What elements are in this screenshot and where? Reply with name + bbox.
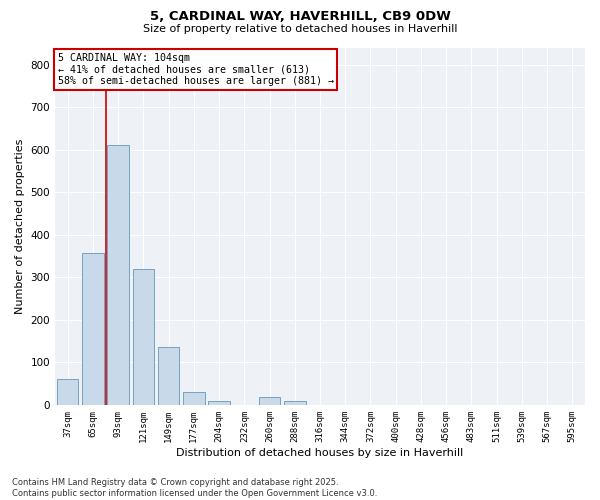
Text: Size of property relative to detached houses in Haverhill: Size of property relative to detached ho… xyxy=(143,24,457,34)
Bar xyxy=(158,348,179,405)
Bar xyxy=(82,252,104,405)
Text: 5 CARDINAL WAY: 104sqm
← 41% of detached houses are smaller (613)
58% of semi-de: 5 CARDINAL WAY: 104sqm ← 41% of detached… xyxy=(58,53,334,86)
Bar xyxy=(183,392,205,405)
Bar xyxy=(107,146,129,405)
Bar xyxy=(284,402,305,405)
Text: Contains HM Land Registry data © Crown copyright and database right 2025.
Contai: Contains HM Land Registry data © Crown c… xyxy=(12,478,377,498)
Bar xyxy=(57,380,79,405)
Bar xyxy=(259,397,280,405)
Bar xyxy=(133,268,154,405)
Y-axis label: Number of detached properties: Number of detached properties xyxy=(15,138,25,314)
X-axis label: Distribution of detached houses by size in Haverhill: Distribution of detached houses by size … xyxy=(176,448,464,458)
Text: 5, CARDINAL WAY, HAVERHILL, CB9 0DW: 5, CARDINAL WAY, HAVERHILL, CB9 0DW xyxy=(149,10,451,23)
Bar xyxy=(208,402,230,405)
